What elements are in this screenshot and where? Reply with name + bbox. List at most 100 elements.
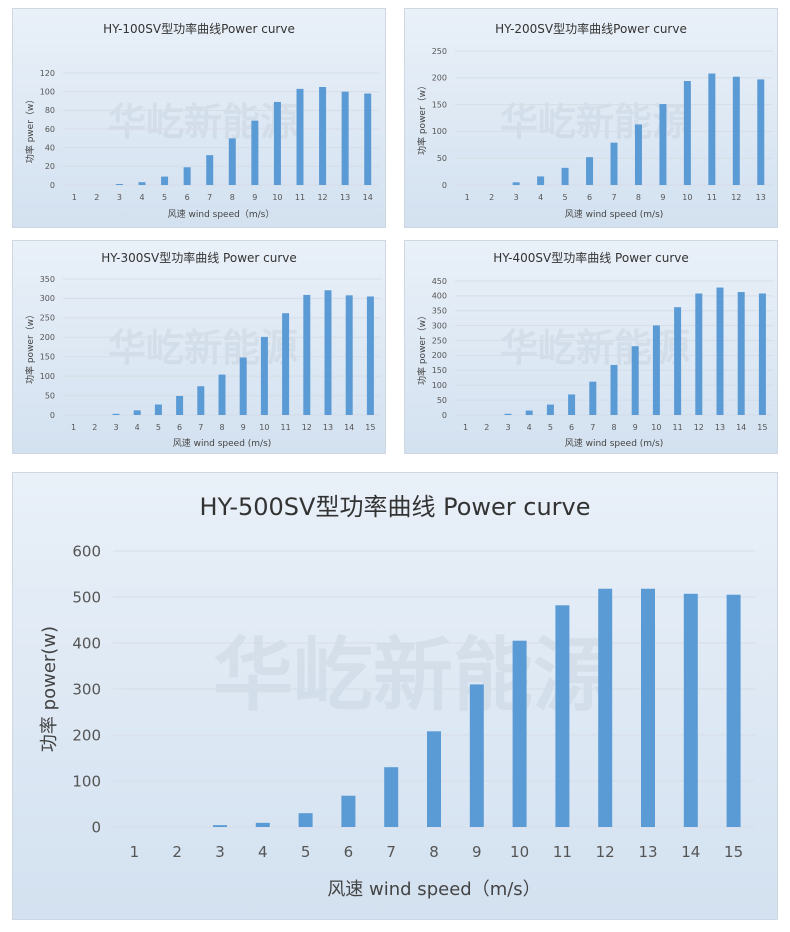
bar — [726, 594, 741, 827]
bar — [757, 79, 765, 185]
x-tick-label: 9 — [252, 193, 257, 202]
x-tick-label: 14 — [344, 423, 354, 432]
bar — [469, 684, 484, 827]
bar — [319, 87, 327, 185]
bar — [631, 346, 639, 415]
y-tick-label: 150 — [40, 353, 55, 362]
x-tick-label: 5 — [548, 423, 553, 432]
x-tick-label: 10 — [259, 423, 269, 432]
x-tick-label: 7 — [590, 423, 595, 432]
y-tick-label: 500 — [72, 588, 101, 606]
watermark-text: 华屹新能源 — [108, 100, 298, 144]
x-tick-label: 11 — [553, 843, 572, 861]
x-tick-label: 8 — [230, 193, 235, 202]
y-tick-label: 40 — [45, 143, 55, 152]
bar — [161, 176, 169, 185]
bar — [364, 93, 372, 185]
x-tick-label: 7 — [198, 423, 203, 432]
bar — [133, 410, 141, 415]
bar — [652, 325, 660, 415]
x-tick-label: 3 — [514, 193, 519, 202]
y-tick-label: 50 — [437, 154, 447, 163]
x-tick-label: 14 — [736, 423, 746, 432]
x-tick-label: 6 — [177, 423, 182, 432]
y-tick-label: 400 — [72, 634, 101, 652]
bar — [427, 731, 441, 827]
x-tick-label: 1 — [465, 193, 470, 202]
y-tick-label: 100 — [432, 127, 447, 136]
chart-panel-hy100: 华屹新能源 0 20 40 60 80 100 120 1 2 3 4 5 6 7 8 9 10 11 12 13 14 H… — [12, 8, 386, 228]
x-tick-label: 15 — [757, 423, 767, 432]
bar — [282, 313, 290, 415]
x-tick-label: 7 — [207, 193, 212, 202]
bar — [659, 104, 667, 185]
x-tick-label: 2 — [484, 423, 489, 432]
x-tick-label: 8 — [611, 423, 616, 432]
x-tick-label: 1 — [72, 193, 77, 202]
y-tick-label: 200 — [40, 333, 55, 342]
x-tick-label: 4 — [527, 423, 532, 432]
bar — [512, 640, 527, 827]
y-tick-label: 0 — [91, 818, 101, 836]
bar — [504, 413, 512, 415]
x-tick-label: 15 — [724, 843, 743, 861]
x-tick-label: 12 — [694, 423, 704, 432]
x-tick-label: 8 — [636, 193, 641, 202]
x-tick-label: 1 — [71, 423, 76, 432]
watermark-text: 华屹新能源 — [108, 326, 298, 370]
x-tick-label: 11 — [673, 423, 683, 432]
y-tick-label: 200 — [432, 351, 447, 360]
y-tick-label: 150 — [432, 366, 447, 375]
x-tick-label: 1 — [130, 843, 140, 861]
bar — [716, 287, 724, 415]
bar — [303, 294, 311, 415]
x-tick-label: 14 — [363, 193, 373, 202]
x-tick-label: 2 — [94, 193, 99, 202]
bar — [260, 336, 268, 415]
bar — [296, 88, 304, 185]
x-tick-label: 7 — [386, 843, 396, 861]
x-tick-label: 13 — [756, 193, 766, 202]
y-axis-label: 功率 power(w) — [39, 626, 60, 752]
bar — [586, 157, 594, 185]
y-tick-label: 120 — [40, 69, 55, 78]
x-axis-label: 风速 wind speed (m/s) — [173, 438, 272, 449]
bar — [366, 296, 374, 415]
y-tick-label: 200 — [72, 726, 101, 744]
watermark-text: 华屹新能源 — [500, 326, 690, 370]
bar — [138, 182, 146, 185]
chart-title: HY-400SV型功率曲线 Power curve — [493, 250, 689, 265]
x-axis-label: 风速 wind speed (m/s) — [565, 438, 664, 449]
x-tick-label: 5 — [563, 193, 568, 202]
x-tick-label: 6 — [569, 423, 574, 432]
x-tick-label: 1 — [463, 423, 468, 432]
y-tick-label: 0 — [50, 181, 55, 190]
x-tick-label: 2 — [489, 193, 494, 202]
y-tick-label: 250 — [40, 314, 55, 323]
y-tick-label: 20 — [45, 162, 55, 171]
x-tick-label: 5 — [301, 843, 311, 861]
chart-title: HY-100SV型功率曲线Power curve — [103, 21, 295, 36]
chart-title: HY-500SV型功率曲线 Power curve — [199, 493, 590, 521]
x-tick-label: 9 — [472, 843, 482, 861]
x-tick-label: 3 — [215, 843, 225, 861]
bar — [512, 182, 520, 185]
chart-title: HY-300SV型功率曲线 Power curve — [101, 250, 297, 265]
bar — [732, 76, 740, 185]
bar — [555, 605, 570, 827]
x-tick-label: 6 — [185, 193, 190, 202]
bar — [154, 404, 162, 415]
bar — [561, 167, 569, 185]
x-tick-label: 3 — [505, 423, 510, 432]
y-tick-label: 80 — [45, 106, 55, 115]
chart-panel-hy200: 华屹新能源 0 50 100 150 200 250 1 2 3 4 5 6 7 8 9 10 11 12 13 HY-… — [404, 8, 778, 228]
y-tick-label: 100 — [72, 772, 101, 790]
x-tick-label: 4 — [135, 423, 140, 432]
bar — [598, 588, 613, 827]
bar — [298, 813, 313, 827]
x-tick-label: 10 — [651, 423, 661, 432]
chart-panel-hy400: 华屹新能源 0 50 100 150 200 250 300 350 400 450 1 2 3 4 5 6 7 8… — [404, 240, 778, 454]
chart-panel-hy300: 华屹新能源 0 50 100 150 200 250 300 350 1 2 3 4 5 6 7 8 9 10 11 1… — [12, 240, 386, 454]
